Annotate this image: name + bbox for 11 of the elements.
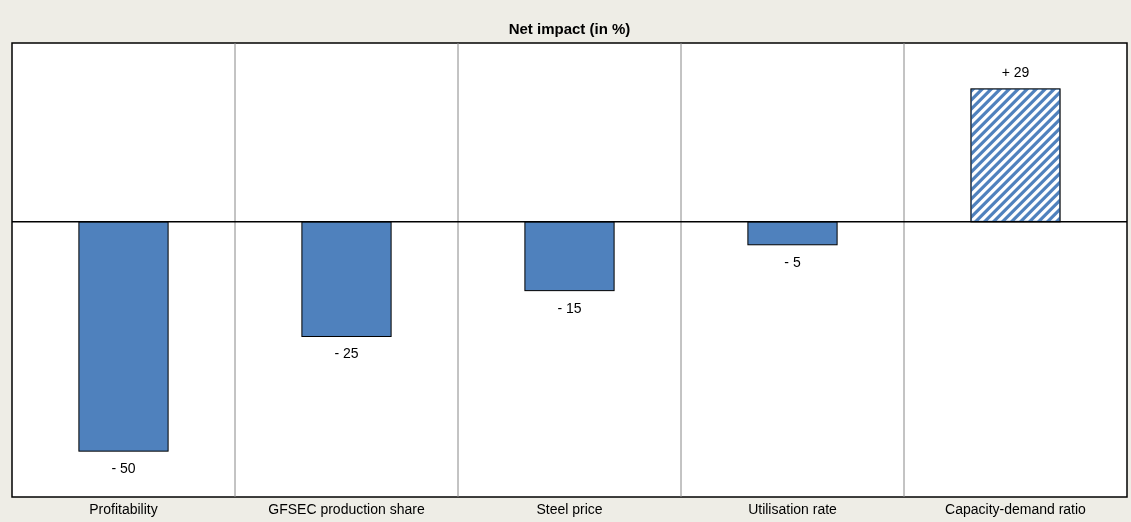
data-label: - 5 [784,253,801,270]
chart-title: Net impact (in %) [508,20,631,37]
data-label: - 25 [334,345,359,362]
data-label: + 29 [1001,63,1030,80]
x-tick-label: Utilisation rate [748,501,838,517]
data-label: - 50 [111,460,136,477]
x-tick-label: Steel price [536,501,603,517]
x-tick-label: GFSEC production share [268,501,425,517]
x-tick-label: Capacity-demand ratio [945,501,1087,517]
x-tick-label: Profitability [89,501,158,517]
data-label: - 15 [557,299,582,316]
